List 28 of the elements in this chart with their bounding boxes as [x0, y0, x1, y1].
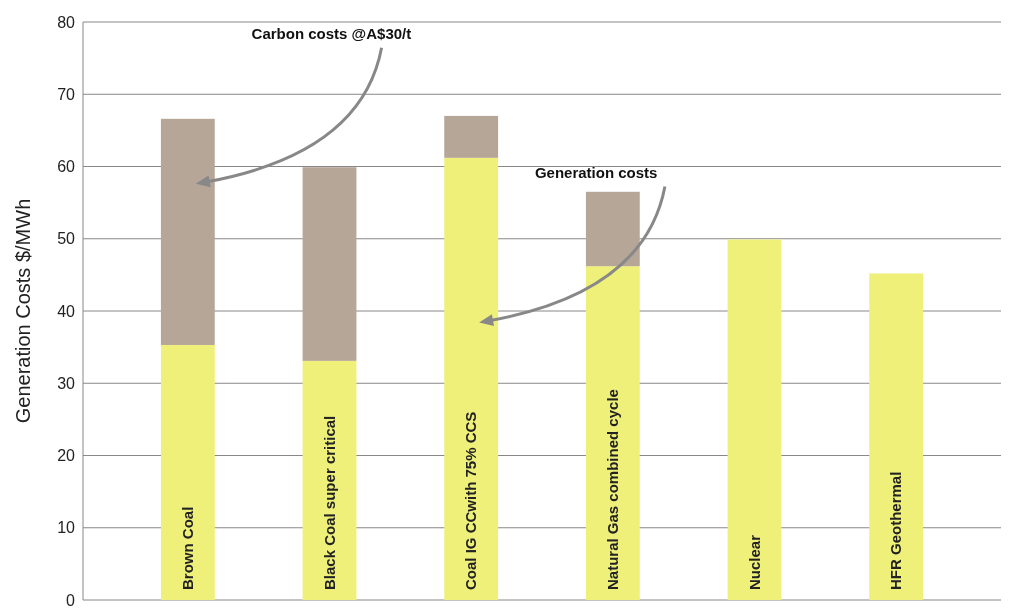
bar — [302, 360, 357, 600]
y-tick-label: 30 — [57, 374, 76, 392]
y-tick-label: 50 — [57, 230, 76, 248]
x-tick-label: Nuclear — [745, 534, 763, 590]
y-tick-label: 70 — [57, 85, 76, 103]
bar — [727, 239, 782, 600]
bar — [302, 167, 357, 361]
y-tick-label: 20 — [57, 447, 76, 465]
y-tick-label: 80 — [57, 13, 76, 31]
annotation: Carbon costs @A$30/t — [251, 25, 412, 43]
y-tick-label: 0 — [66, 591, 76, 609]
bar — [869, 273, 924, 600]
bar — [444, 115, 499, 158]
x-tick-label: Brown Coal — [179, 506, 197, 590]
bar — [160, 118, 215, 345]
y-tick-label: 40 — [57, 302, 76, 320]
x-tick-label: HFR Geothermal — [887, 471, 905, 590]
y-axis-title: Generation Costs $/MWh — [12, 198, 34, 424]
x-tick-label: Natural Gas combined cycle — [604, 389, 622, 590]
y-tick-label: 60 — [57, 158, 76, 176]
bar — [444, 157, 499, 600]
annotation: Generation costs — [534, 163, 658, 181]
bar — [160, 344, 215, 600]
bar — [585, 266, 640, 600]
bar — [585, 191, 640, 267]
y-tick-label: 10 — [57, 519, 76, 537]
x-tick-label: Black Coal super critical — [320, 415, 338, 590]
x-tick-label: Coal IG CCwith 75% CCS — [462, 411, 480, 590]
